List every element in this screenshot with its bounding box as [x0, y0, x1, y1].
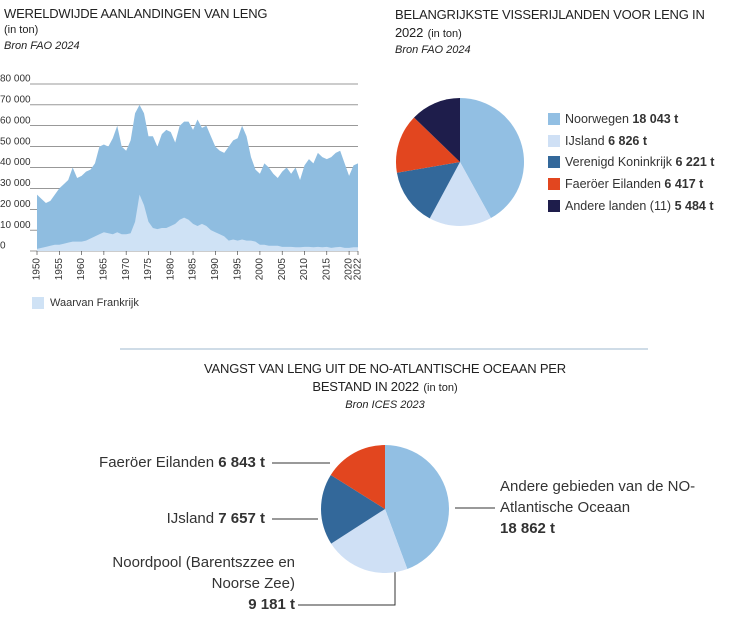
y-tick-label: 30 000 [0, 178, 31, 189]
legend-label: IJsland [565, 133, 605, 148]
source: Bron FAO 2024 [4, 40, 80, 52]
x-tick-label: 1955 [54, 258, 65, 281]
legend-item: Noorwegen 18 043 t [565, 112, 678, 126]
pie-slice [429, 162, 491, 227]
value-label: 6 417 t [664, 177, 704, 192]
y-tick-label: 20 000 [0, 199, 31, 210]
pie-label: IJsland 7 657 t [167, 508, 265, 529]
pie-label: Noordpool (Barentszzee en Noorse Zee) 9 … [95, 552, 295, 615]
pie-slice [330, 445, 385, 509]
y-tick-label: 70 000 [0, 95, 31, 106]
category-label: Andere gebieden van de NO-Atlantische Oc… [500, 478, 696, 516]
pie-slice [321, 474, 385, 544]
area [37, 104, 358, 251]
chart-heading: BELANGRIJKSTE VISSERIJLANDEN VOOR LENG I… [395, 6, 715, 42]
leader-line [298, 572, 396, 606]
x-tick-label: 2022 [353, 258, 364, 281]
x-tick-label: 2000 [255, 258, 266, 281]
y-tick-label: 0 [0, 241, 6, 252]
x-tick-label: 1975 [143, 258, 154, 281]
pie-slice [414, 98, 460, 162]
value-label: 6 221 t [675, 155, 715, 170]
legend-swatch [548, 134, 560, 147]
category-label: Noordpool (Barentszzee en Noorse Zee) [112, 554, 295, 592]
value-label: 5 484 t [674, 198, 714, 213]
legend-item: Faeröer Eilanden 6 417 t [565, 177, 703, 191]
value-label: 7 657 t [218, 510, 265, 527]
x-tick-label: 1960 [76, 258, 87, 281]
y-tick-label: 10 000 [0, 220, 31, 231]
legend-label: Noorwegen [565, 112, 629, 126]
area [37, 194, 358, 251]
legend-label: Faeröer Eilanden [565, 177, 661, 192]
value-label: 6 843 t [218, 454, 265, 471]
legend-label: Andere landen (11) [565, 198, 672, 213]
x-tick-label: 1985 [188, 258, 199, 281]
pie-slice [395, 117, 460, 173]
x-tick-label: 1995 [232, 258, 243, 281]
pie-slice [396, 162, 460, 219]
category-label: IJsland [166, 510, 215, 527]
source: Bron ICES 2023 [345, 399, 425, 411]
pie-label: Andere gebieden van de NO-Atlantische Oc… [500, 476, 725, 539]
legend-swatch [548, 199, 560, 212]
x-tick-label: 1965 [99, 258, 110, 281]
value-label: 6 826 t [608, 133, 648, 148]
x-tick-label: 1990 [210, 258, 221, 281]
x-tick-label: 1950 [32, 258, 43, 281]
pie-label: Faeröer Eilanden 6 843 t [99, 452, 265, 473]
legend-label: Waarvan Frankrijk [50, 297, 139, 309]
y-tick-label: 60 000 [0, 115, 31, 126]
chart-heading: VANGST VAN LENG UIT DE NO-ATLANTISCHE OC… [200, 360, 570, 397]
x-tick-label: 1970 [121, 258, 132, 281]
y-tick-label: 50 000 [0, 136, 31, 147]
source: Bron FAO 2024 [395, 44, 471, 56]
value-label: 9 181 t [248, 596, 295, 613]
x-tick-label: 2005 [277, 258, 288, 281]
legend-label: Verenigd Koninkrijk [565, 155, 673, 170]
legend-swatch [548, 178, 560, 191]
legend-swatch [32, 297, 44, 309]
chart-subtitle: (in ton) [423, 382, 458, 394]
x-tick-label: 2020 [344, 258, 355, 281]
pie-slice [385, 445, 449, 569]
legend-item: Verenigd Koninkrijk 6 221 t [565, 155, 714, 169]
chart-subtitle: (in ton) [427, 28, 462, 40]
chart-title: WERELDWIJDE AANLANDINGEN VAN LENG [4, 6, 268, 21]
chart-title: VANGST VAN LENG UIT DE NO-ATLANTISCHE OC… [204, 361, 566, 394]
y-tick-label: 80 000 [0, 74, 31, 85]
chart-title: BELANGRIJKSTE VISSERIJLANDEN VOOR LENG I… [395, 7, 705, 40]
legend-swatch [548, 156, 560, 169]
x-tick-label: 1980 [165, 258, 176, 281]
value-label: 18 862 t [500, 520, 556, 537]
y-tick-label: 40 000 [0, 157, 31, 168]
x-tick-label: 2015 [321, 258, 332, 281]
pie-slice [460, 98, 524, 219]
legend-swatch [548, 113, 560, 125]
pie-slice [331, 509, 408, 573]
legend-item: IJsland 6 826 t [565, 134, 647, 148]
category-label: Faeröer Eilanden [99, 454, 215, 471]
chart-subtitle: (in ton) [4, 24, 39, 36]
x-tick-label: 2010 [299, 258, 310, 281]
legend-item: Andere landen (11) 5 484 t [565, 199, 714, 213]
value-label: 18 043 t [632, 112, 679, 126]
